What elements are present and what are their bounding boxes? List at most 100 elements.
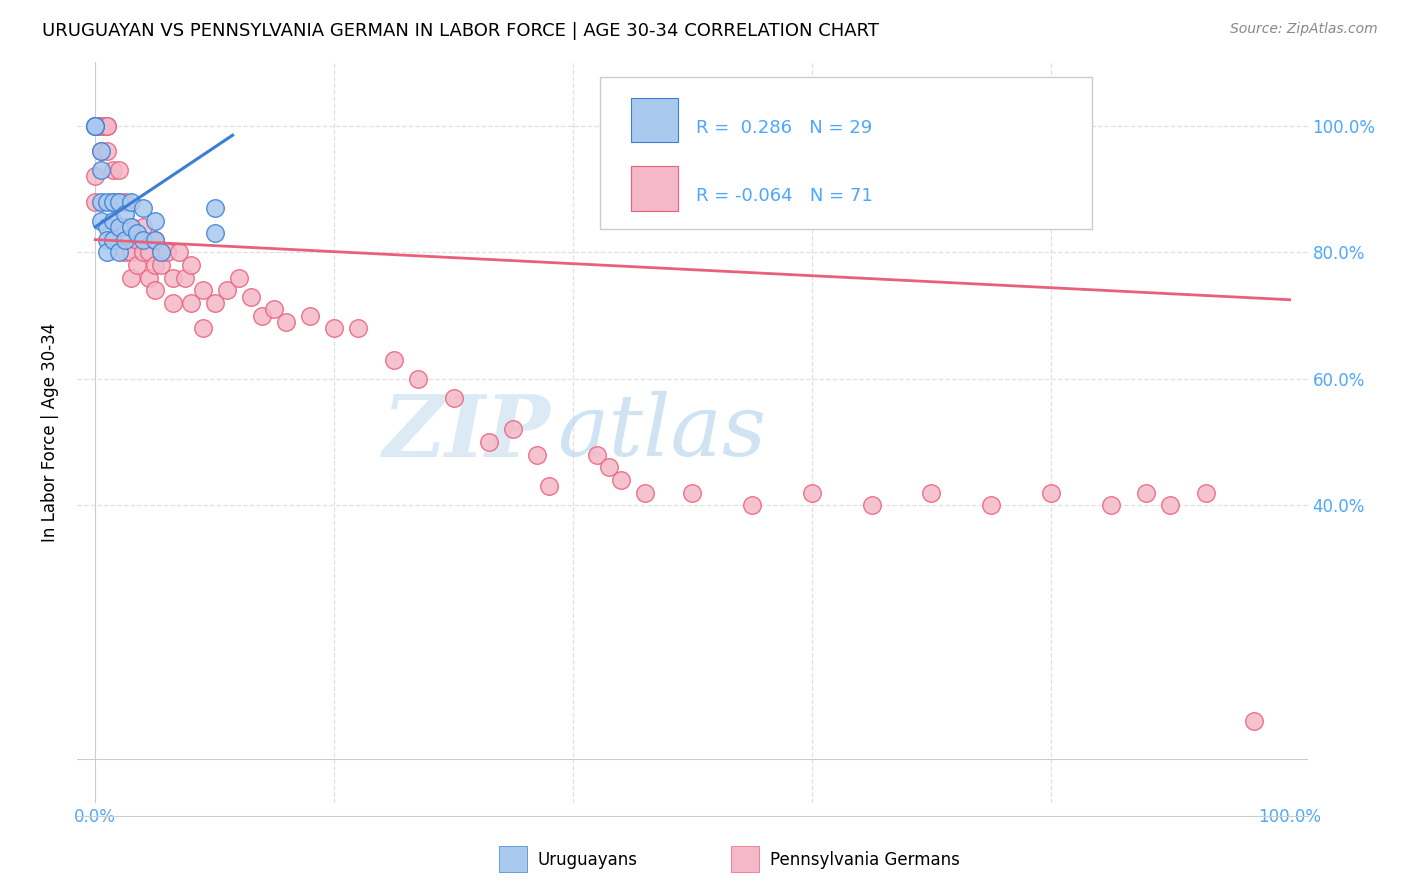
Point <box>120 219 142 234</box>
Text: atlas: atlas <box>557 392 766 474</box>
Point <box>90 163 112 178</box>
Point <box>90 194 112 209</box>
Point <box>132 219 155 234</box>
Point <box>90 144 112 158</box>
Text: Uruguayans: Uruguayans <box>537 851 637 869</box>
Point <box>149 258 172 272</box>
Point <box>1099 499 1122 513</box>
Point <box>96 219 118 234</box>
Point <box>138 245 160 260</box>
Point <box>920 485 942 500</box>
Point <box>84 119 107 133</box>
Point <box>252 309 274 323</box>
Text: R =  0.286   N = 29: R = 0.286 N = 29 <box>696 119 872 136</box>
Point <box>96 144 118 158</box>
Point <box>586 448 609 462</box>
Point <box>84 194 107 209</box>
Point <box>598 460 620 475</box>
Point <box>90 119 112 133</box>
Point <box>132 201 155 215</box>
Point <box>125 258 148 272</box>
Point <box>204 227 226 241</box>
Point <box>610 473 633 487</box>
Point <box>263 302 285 317</box>
Point <box>114 194 136 209</box>
Point <box>101 194 124 209</box>
Text: Source: ZipAtlas.com: Source: ZipAtlas.com <box>1230 22 1378 37</box>
Point <box>114 245 136 260</box>
Point <box>132 245 155 260</box>
Point <box>149 245 172 260</box>
Point <box>1159 499 1181 513</box>
FancyBboxPatch shape <box>600 78 1092 229</box>
Point <box>143 283 166 297</box>
Point <box>143 213 166 227</box>
Point <box>84 119 107 133</box>
Point <box>204 201 226 215</box>
Text: ZIP: ZIP <box>382 391 551 475</box>
Point <box>108 245 131 260</box>
Point <box>1195 485 1218 500</box>
Point <box>120 194 142 209</box>
Point <box>682 485 704 500</box>
Point <box>180 296 202 310</box>
Y-axis label: In Labor Force | Age 30-34: In Labor Force | Age 30-34 <box>41 323 59 542</box>
Point <box>980 499 1002 513</box>
Point <box>162 270 184 285</box>
Point <box>138 270 160 285</box>
Point <box>191 321 214 335</box>
Point <box>101 213 124 227</box>
Point <box>108 194 131 209</box>
Point <box>215 283 238 297</box>
Point <box>406 372 429 386</box>
Point <box>526 448 548 462</box>
Point <box>239 289 262 303</box>
Point <box>347 321 370 335</box>
Point <box>800 485 823 500</box>
Text: URUGUAYAN VS PENNSYLVANIA GERMAN IN LABOR FORCE | AGE 30-34 CORRELATION CHART: URUGUAYAN VS PENNSYLVANIA GERMAN IN LABO… <box>42 22 879 40</box>
Point <box>114 233 136 247</box>
Point <box>101 194 124 209</box>
Point <box>143 233 166 247</box>
Point <box>120 245 142 260</box>
Point <box>114 207 136 221</box>
Point <box>114 219 136 234</box>
Point <box>125 233 148 247</box>
Point <box>108 219 131 234</box>
Point <box>90 119 112 133</box>
Point <box>108 219 131 234</box>
Point <box>96 233 118 247</box>
Point <box>173 270 195 285</box>
Point <box>96 119 118 133</box>
Point <box>156 245 179 260</box>
Point <box>167 245 190 260</box>
Point <box>443 391 465 405</box>
Point <box>502 422 524 436</box>
Text: R = -0.064   N = 71: R = -0.064 N = 71 <box>696 187 873 205</box>
Point <box>96 245 118 260</box>
Point <box>1135 485 1157 500</box>
Point <box>1243 714 1265 728</box>
Point <box>299 309 322 323</box>
Point <box>96 194 118 209</box>
Point <box>634 485 657 500</box>
Point <box>323 321 346 335</box>
Bar <box>631 166 678 211</box>
Point <box>101 233 124 247</box>
Point <box>108 194 131 209</box>
Point <box>143 233 166 247</box>
Text: Pennsylvania Germans: Pennsylvania Germans <box>770 851 960 869</box>
Point <box>96 119 118 133</box>
Point <box>125 227 148 241</box>
Point <box>860 499 883 513</box>
Point <box>741 499 763 513</box>
Point <box>276 315 298 329</box>
Point <box>191 283 214 297</box>
Point <box>228 270 250 285</box>
Point <box>162 296 184 310</box>
Point <box>382 352 405 367</box>
Point <box>108 163 131 178</box>
Point <box>478 435 501 450</box>
Point <box>143 258 166 272</box>
Point <box>1039 485 1062 500</box>
